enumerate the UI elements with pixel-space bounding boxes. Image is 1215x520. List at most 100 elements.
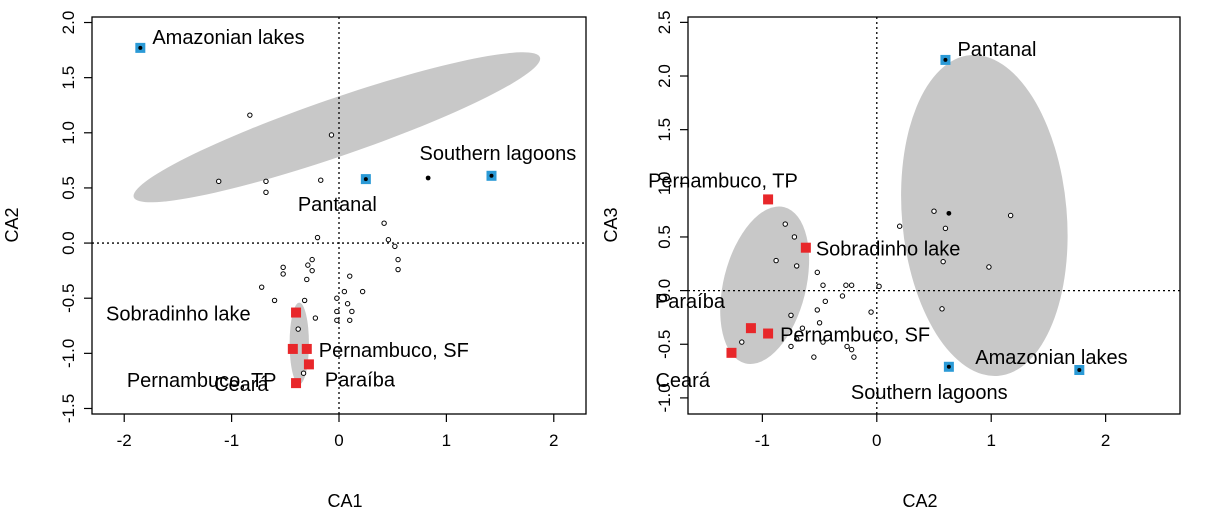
open-point [820,282,826,288]
x-axis-title: CA1 [327,491,362,511]
open-point [822,298,829,305]
region-label: Paraíba [325,369,396,391]
region-marker-center [489,173,494,178]
x-axis-title: CA2 [902,491,937,511]
open-point [271,297,278,304]
region-label: Amazonian lakes [975,347,1127,369]
region-marker-center [946,364,951,369]
open-point [931,208,937,214]
region-marker [726,347,737,358]
filled-point [946,210,952,216]
open-point [309,267,315,274]
open-point [939,306,945,312]
group-ellipse [901,55,1068,376]
open-point [851,354,857,360]
y-tick-label: -0.5 [59,284,78,313]
open-point [816,320,823,326]
region-marker-center [138,45,143,50]
open-point [1007,212,1014,219]
confidence-ellipses [720,55,1068,376]
panel-ca2-ca3: -1 0 1 2 -1.0 -0.5 0.0 0.5 1.0 1.5 2.0 2.5 CA2 CA3 Pan… [601,11,1181,511]
region-label: Sobradinho lake [106,304,251,326]
region-label: Pernambuco, SF [319,340,469,362]
open-point [247,112,253,118]
region-marker [763,194,774,205]
open-point [820,339,826,345]
open-point [334,295,340,301]
open-point [844,343,850,350]
region-label: Pernambuco, TP [648,170,798,192]
open-point [258,284,265,290]
open-point [395,266,401,273]
region-marker-center [943,57,948,62]
region-label: Ceará [655,370,710,392]
region-label: Amazonian lakes [152,27,304,49]
x-tick-label: -1 [224,431,239,450]
region-marker-center [1077,368,1082,373]
y-tick-label: 2.0 [655,64,674,88]
open-point [788,312,794,318]
open-point [385,237,392,243]
open-point [280,271,286,277]
open-point [848,282,855,288]
open-point [381,220,387,226]
open-point [788,343,794,350]
open-point [309,256,315,263]
open-point [782,221,788,227]
x-tick-label: -2 [117,431,132,450]
open-point [814,269,820,276]
region-marker [301,343,312,354]
region-marker [763,328,774,339]
open-point [811,354,817,360]
open-point [295,326,301,332]
region-label: Pantanal [298,194,377,216]
region-label: Pernambuco, SF [780,325,930,347]
region-label: Pantanal [957,39,1036,61]
region-label: Southern lagoons [419,143,576,165]
open-point [347,273,353,279]
region-marker [291,307,302,318]
open-point [986,264,992,270]
y-tick-label: 0.0 [59,231,78,255]
open-point [280,264,286,271]
x-tick-label: 0 [872,431,881,450]
panel-ca1-ca2: -2 -1 0 1 2 -1.5 -1.0 -0.5 0.0 0.5 1.0 1.5 2.0 CA1 CA2… [2,11,587,511]
plot-frame [687,16,1181,415]
open-point [312,315,319,321]
open-point [940,258,946,265]
open-point [216,178,222,185]
open-point [305,262,311,268]
region-label: Pernambuco, TP [127,370,277,392]
y-tick-label: -1.5 [59,394,78,423]
x-tick-label: 1 [986,431,995,450]
open-point [301,297,308,304]
region-marker [291,378,302,389]
region-label: Sobradinho lake [816,239,961,261]
filled-point [425,175,431,181]
region-marker [800,242,811,253]
open-point [334,308,340,315]
y-tick-label: -1.0 [655,383,674,412]
x-tick-label: 2 [1101,431,1110,450]
open-point [843,282,849,288]
open-point [344,301,351,307]
open-point [392,243,398,250]
y-tick-label: 0.5 [59,176,78,200]
open-point [793,336,800,342]
region-label: Paraíba [655,291,726,313]
region-label: Ceará [214,374,269,396]
x-tick-label: -1 [755,431,770,450]
y-tick-label: 2.0 [59,11,78,35]
y-tick-label: 1.5 [59,66,78,90]
open-point [942,225,949,232]
y-tick-label: 1.0 [655,171,674,195]
open-point [876,283,882,290]
open-point [799,325,806,331]
y-axis-title: CA2 [2,207,22,242]
x-tick-label: 2 [549,431,558,450]
y-tick-label: 1.0 [59,121,78,145]
open-point [349,308,355,315]
group-ellipse [133,52,541,203]
open-point [314,234,321,241]
